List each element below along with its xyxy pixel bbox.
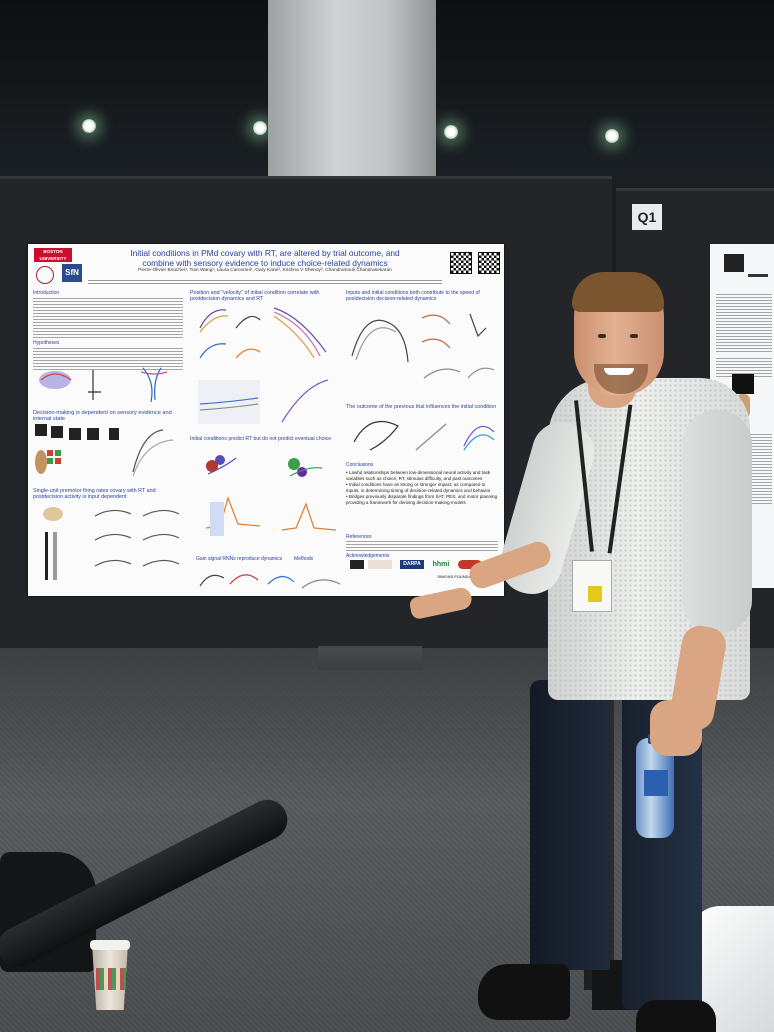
section-conclusions: Conclusions: [346, 462, 374, 468]
coffee-cup-lid: [90, 940, 130, 950]
left-leg: [530, 680, 610, 970]
conclusion-item: • Initial conditions have as strong or s…: [346, 482, 491, 493]
section-decision-making: Decision-making is dependent on sensory …: [33, 410, 172, 422]
rnn-figure: [199, 574, 341, 589]
section-hypotheses: Hypotheses: [33, 340, 60, 346]
darpa-logo: DARPA: [400, 560, 424, 569]
left-eye: [598, 334, 606, 338]
behavior-figure: [35, 424, 174, 477]
section-methods: Methods: [294, 556, 314, 562]
vehicle-icon: [748, 260, 768, 277]
neighbor-text: [716, 294, 772, 354]
introduction-text: [33, 298, 183, 338]
badge-sticker: [588, 586, 602, 602]
research-poster: BOSTON UNIVERSITY SfN Initial conditions…: [28, 244, 504, 596]
bu-logo: BOSTON UNIVERSITY: [34, 248, 72, 262]
section-position-velocity: Position and "velocity" of initial condi…: [190, 290, 320, 302]
nih-logo: [350, 560, 364, 569]
scooter-icon: [724, 254, 744, 272]
neighbor-text: [716, 358, 772, 378]
sfn-logo: SfN: [62, 264, 82, 282]
references-text: [346, 541, 498, 553]
qr-code-icon: [478, 252, 500, 274]
conclusion-item: • Bridges previously disparate findings …: [346, 494, 498, 505]
section-references: References: [346, 534, 372, 540]
section-predict-rt: Initial conditions predict RT but do not…: [190, 436, 332, 442]
water-bottle-label: [644, 770, 668, 796]
board-stand: [318, 646, 422, 670]
poster-title-line1: Initial conditions in PMd covary with RT…: [130, 248, 400, 258]
smile: [604, 368, 634, 375]
hair: [572, 272, 664, 312]
poster-authors: Pierre-Olivier Boucher¹, Tian Wang¹, Lau…: [138, 268, 392, 273]
section-introduction: Introduction: [33, 290, 60, 296]
university-crest-icon: [36, 266, 54, 284]
section-inputs: Inputs and initial conditions both contr…: [346, 290, 480, 302]
ceiling-light: [605, 129, 619, 143]
right-hand: [650, 700, 702, 756]
concrete-pillar: [268, 0, 436, 182]
right-eye: [630, 334, 638, 338]
poster-affiliations: [88, 280, 442, 286]
sponsor-logo: [458, 560, 482, 569]
ceiling-light: [82, 119, 96, 133]
ceiling-light: [444, 125, 458, 139]
simons-logo: SIMONS FOUNDATION: [437, 574, 481, 579]
poster-title: Initial conditions in PMd covary with RT…: [88, 248, 442, 268]
hhmi-logo: hhmi: [432, 561, 450, 568]
conclusion-item: • Lawful relationships between low-dimen…: [346, 470, 491, 481]
partner-logo: [368, 560, 392, 569]
qr-code-icon: [450, 252, 472, 274]
initial-conditions-figure: [205, 455, 337, 536]
section-gain-signal: Gain signal RNNs reproduce dynamics: [196, 556, 283, 562]
right-shoe: [636, 1000, 716, 1032]
section-firing-rates: Single-unit premotor firing rates covary…: [33, 488, 156, 500]
ceiling-light: [253, 121, 267, 135]
poster-title-line2: combine with sensory evidence to induce …: [142, 258, 388, 268]
section-outcome: The outcome of the previous trial influe…: [346, 404, 497, 410]
input-dynamics-figure: [351, 313, 495, 379]
trajectory-figure: [198, 307, 329, 424]
previous-trial-figure: [353, 421, 495, 451]
task-schematic-figure: [39, 367, 168, 403]
booth-label: Q1: [632, 204, 662, 230]
section-acknowledgements: Acknowledgements: [346, 553, 390, 559]
neighbor-figure: [732, 374, 754, 394]
conclusions-list: • Lawful relationships between low-dimen…: [346, 470, 498, 506]
hypotheses-text: [33, 348, 183, 372]
right-arm: [682, 410, 752, 634]
coffee-cup-pattern: [96, 968, 126, 990]
firing-rate-figure: [43, 507, 180, 580]
left-shoe: [478, 964, 570, 1020]
